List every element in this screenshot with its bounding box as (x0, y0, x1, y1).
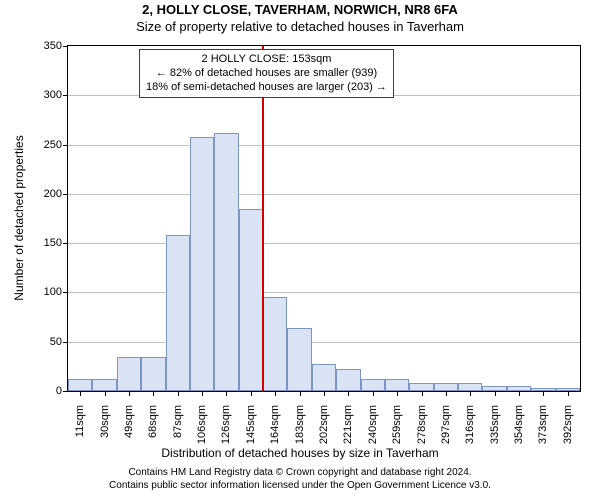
xtick-mark (275, 391, 276, 396)
histogram-bar (409, 383, 433, 391)
xtick-mark (422, 391, 423, 396)
ytick-label: 100 (44, 286, 62, 298)
xtick-label: 373sqm (537, 405, 549, 444)
xtick-mark (80, 391, 81, 396)
figure: 2, HOLLY CLOSE, TAVERHAM, NORWICH, NR8 6… (0, 0, 600, 500)
xtick-mark (300, 391, 301, 396)
ytick-label: 350 (44, 40, 62, 52)
xtick-label: 126sqm (220, 405, 232, 444)
xtick-mark (470, 391, 471, 396)
histogram-bar (287, 328, 311, 391)
ytick-mark (63, 342, 68, 343)
xtick-label: 164sqm (269, 405, 281, 444)
histogram-bar (336, 369, 360, 391)
histogram-bar (458, 383, 482, 391)
xtick-mark (495, 391, 496, 396)
xtick-label: 106sqm (196, 405, 208, 444)
histogram-bar (166, 235, 190, 391)
xtick-label: 87sqm (172, 405, 184, 438)
xtick-mark (202, 391, 203, 396)
gridline (68, 145, 580, 146)
histogram-bar (434, 383, 458, 391)
xtick-label: 11sqm (74, 405, 86, 437)
ytick-label: 300 (44, 89, 62, 101)
xtick-label: 183sqm (294, 405, 306, 444)
xtick-label: 259sqm (391, 405, 403, 444)
xtick-mark (568, 391, 569, 396)
ytick-label: 0 (56, 385, 62, 397)
histogram-bar (92, 379, 116, 391)
xtick-mark (373, 391, 374, 396)
xtick-mark (543, 391, 544, 396)
footer-line2: Contains public sector information licen… (0, 479, 600, 492)
ytick-label: 150 (44, 237, 62, 249)
xtick-label: 316sqm (464, 405, 476, 444)
x-axis-label: Distribution of detached houses by size … (161, 446, 438, 460)
xtick-mark (153, 391, 154, 396)
xtick-mark (519, 391, 520, 396)
ytick-mark (63, 145, 68, 146)
ytick-label: 200 (44, 188, 62, 200)
histogram-bar (68, 379, 92, 391)
ytick-label: 250 (44, 139, 62, 151)
xtick-mark (324, 391, 325, 396)
title-subtitle: Size of property relative to detached ho… (0, 19, 600, 34)
xtick-label: 202sqm (318, 405, 330, 444)
xtick-mark (446, 391, 447, 396)
xtick-mark (129, 391, 130, 396)
histogram-bar (239, 209, 263, 391)
xtick-mark (348, 391, 349, 396)
ytick-mark (63, 194, 68, 195)
title-block: 2, HOLLY CLOSE, TAVERHAM, NORWICH, NR8 6… (0, 2, 600, 34)
xtick-label: 297sqm (440, 405, 452, 444)
xtick-mark (178, 391, 179, 396)
histogram-bar (214, 133, 238, 391)
annotation-box: 2 HOLLY CLOSE: 153sqm ← 82% of detached … (139, 49, 394, 98)
xtick-label: 68sqm (147, 405, 159, 438)
annotation-line2: ← 82% of detached houses are smaller (93… (146, 67, 387, 81)
gridline (68, 194, 580, 195)
annotation-line3: 18% of semi-detached houses are larger (… (146, 81, 387, 95)
histogram-bar (263, 297, 287, 391)
ytick-mark (63, 46, 68, 47)
gridline (68, 342, 580, 343)
xtick-label: 354sqm (513, 405, 525, 444)
footer-attribution: Contains HM Land Registry data © Crown c… (0, 466, 600, 492)
annotation-line1: 2 HOLLY CLOSE: 153sqm (146, 53, 387, 67)
ytick-mark (63, 243, 68, 244)
xtick-label: 49sqm (123, 405, 135, 438)
xtick-label: 30sqm (99, 405, 111, 438)
xtick-label: 145sqm (245, 405, 257, 444)
xtick-label: 240sqm (367, 405, 379, 444)
ytick-mark (63, 292, 68, 293)
xtick-mark (251, 391, 252, 396)
xtick-mark (397, 391, 398, 396)
y-axis-label: Number of detached properties (12, 135, 26, 300)
histogram-bar (385, 379, 409, 391)
xtick-label: 278sqm (416, 405, 428, 444)
ytick-mark (63, 391, 68, 392)
xtick-label: 221sqm (342, 405, 354, 444)
gridline (68, 292, 580, 293)
footer-line1: Contains HM Land Registry data © Crown c… (0, 466, 600, 479)
title-address: 2, HOLLY CLOSE, TAVERHAM, NORWICH, NR8 6… (0, 2, 600, 17)
ytick-label: 50 (50, 336, 62, 348)
xtick-mark (226, 391, 227, 396)
xtick-mark (105, 391, 106, 396)
histogram-bar (361, 379, 385, 391)
xtick-label: 392sqm (562, 405, 574, 444)
histogram-bar (312, 364, 336, 391)
histogram-bar (117, 357, 141, 392)
xtick-label: 335sqm (489, 405, 501, 444)
ytick-mark (63, 95, 68, 96)
histogram-bar (141, 357, 165, 392)
histogram-bar (190, 137, 214, 391)
gridline (68, 243, 580, 244)
